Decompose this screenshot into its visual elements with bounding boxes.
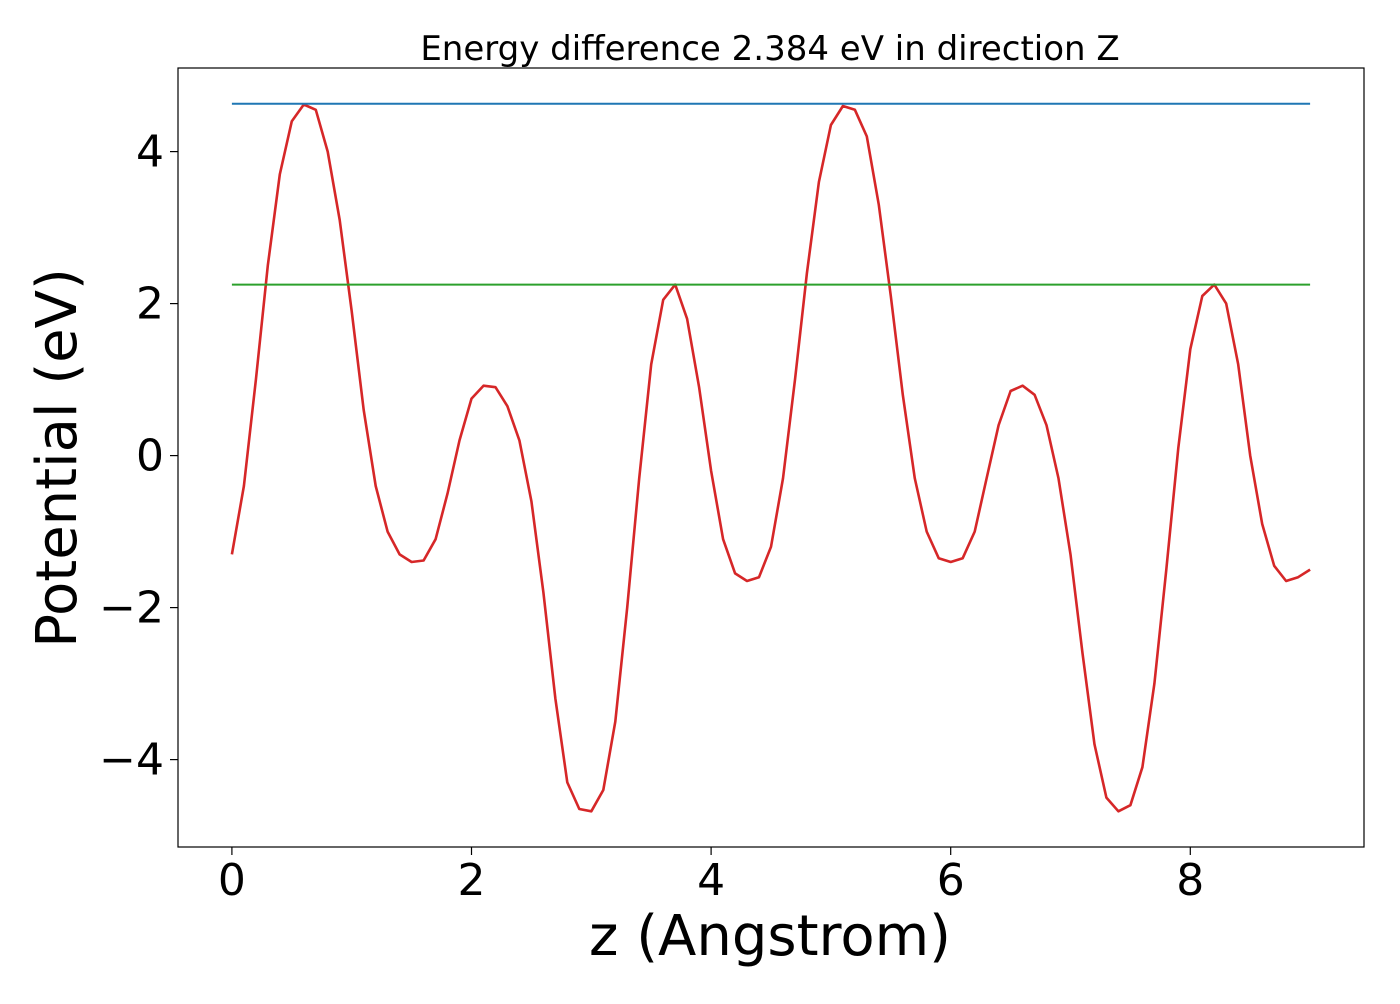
x-tick-label: 2 — [458, 855, 486, 906]
series-layer — [230, 102, 1311, 813]
plot-area-frame — [177, 67, 1365, 848]
y-axis-label: Potential (eV) — [25, 268, 90, 648]
y-tick-label: 2 — [136, 279, 164, 330]
x-tick-label: 0 — [218, 855, 246, 906]
y-tick-label: −4 — [99, 735, 164, 786]
x-tick-label: 6 — [937, 855, 965, 906]
ticks-layer: 0 2 4 6 8 −4 −2 0 2 4 — [99, 127, 1204, 906]
x-axis-label: z (Angstrom) — [589, 904, 951, 969]
y-tick-label: 4 — [136, 127, 164, 178]
chart-title: Energy difference 2.384 eV in direction … — [420, 29, 1119, 69]
x-tick-label: 4 — [697, 855, 725, 906]
y-tick-label: 0 — [136, 431, 164, 482]
x-tick-label: 8 — [1176, 855, 1204, 906]
y-tick-label: −2 — [99, 583, 164, 634]
potential-curve — [230, 103, 1311, 813]
